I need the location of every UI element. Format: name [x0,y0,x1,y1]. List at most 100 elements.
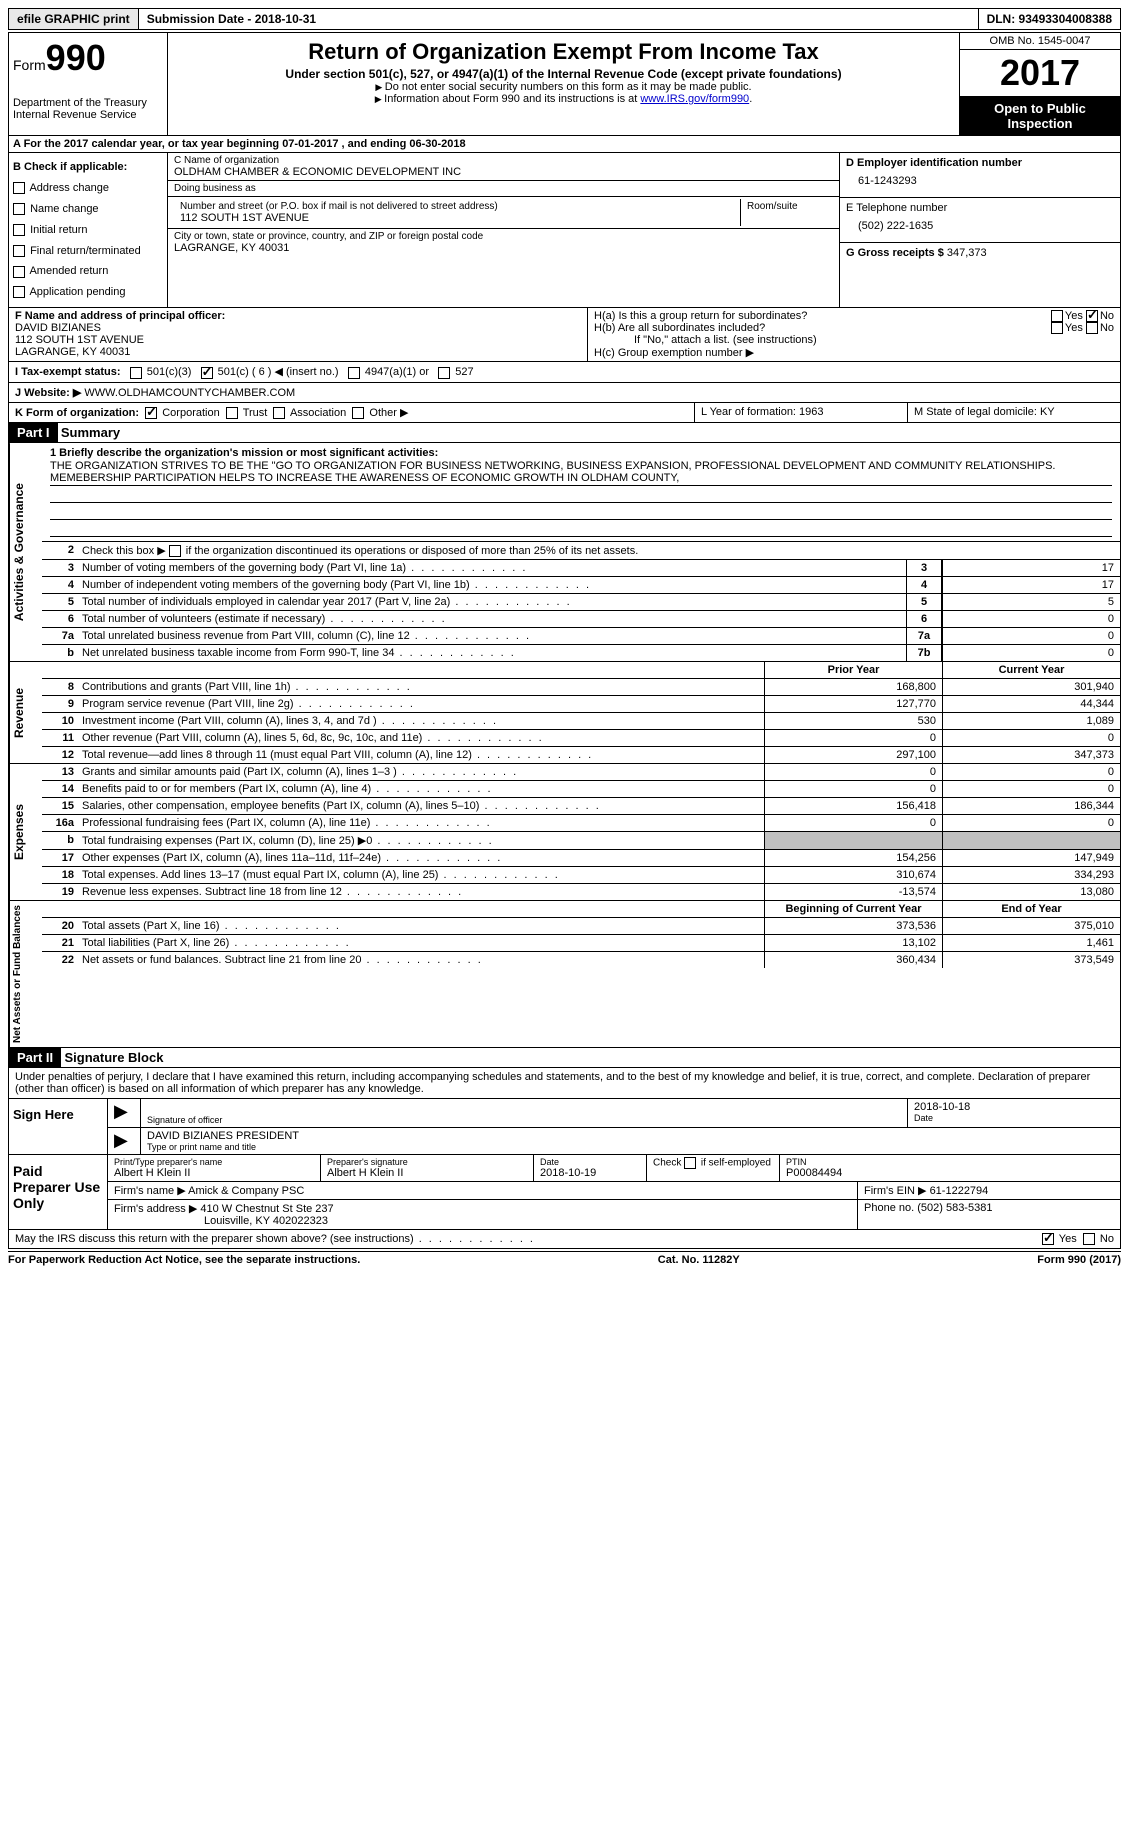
table-row: 14 Benefits paid to or for members (Part… [42,781,1120,798]
current-value: 1,461 [942,935,1120,951]
line-desc: Total liabilities (Part X, line 26) [78,935,764,951]
revenue-header-row: Prior Year Current Year [42,662,1120,679]
prior-year-header: Prior Year [764,662,942,678]
street-value: 112 SOUTH 1ST AVENUE [180,212,734,224]
current-value [942,832,1120,849]
line-value: 0 [942,628,1120,644]
lbl-address-change: Address change [29,182,109,194]
line-num: 18 [42,867,78,883]
note-info: Information about Form 990 and its instr… [375,93,641,105]
line-desc: Net assets or fund balances. Subtract li… [78,952,764,968]
cb-527[interactable] [438,367,450,379]
table-row: 20 Total assets (Part X, line 16) 373,53… [42,918,1120,935]
cb-ha-yes[interactable] [1051,310,1063,322]
part-ii-title: Signature Block [64,1050,163,1065]
table-row: 17 Other expenses (Part IX, column (A), … [42,850,1120,867]
dept-treasury: Department of the Treasury [13,97,163,109]
prep-name: Albert H Klein II [114,1167,314,1179]
cb-amended-return[interactable] [13,266,25,278]
cb-discuss-yes[interactable] [1042,1233,1054,1245]
cb-initial-return[interactable] [13,224,25,236]
table-row: 11 Other revenue (Part VIII, column (A),… [42,730,1120,747]
line-num: b [42,645,78,661]
mission-blank-2 [50,503,1112,520]
cb-trust[interactable] [226,407,238,419]
prior-value: 127,770 [764,696,942,712]
row-m: M State of legal domicile: KY [908,403,1121,423]
cb-corporation[interactable] [145,407,157,419]
current-value: 301,940 [942,679,1120,695]
mission-blank-3 [50,520,1112,537]
current-year-header: Current Year [942,662,1120,678]
line-desc: Grants and similar amounts paid (Part IX… [78,764,764,780]
header-center: Return of Organization Exempt From Incom… [168,33,959,135]
cb-final-return[interactable] [13,245,25,257]
prior-value [764,832,942,849]
irs-label: Internal Revenue Service [13,109,163,121]
mission-label: 1 Briefly describe the organization's mi… [50,447,1112,459]
gross-label: G Gross receipts $ [846,247,944,259]
part-i-header: Part I Summary [8,423,1121,443]
part-ii-badge: Part II [9,1048,61,1067]
officer-sig-label: Signature of officer [147,1115,901,1125]
current-value: 44,344 [942,696,1120,712]
table-row: 16a Professional fundraising fees (Part … [42,815,1120,832]
firm-addr: 410 W Chestnut St Ste 237 [200,1203,333,1215]
firm-name: Amick & Company PSC [188,1185,304,1197]
efile-button[interactable]: efile GRAPHIC print [9,9,139,29]
table-row: 13 Grants and similar amounts paid (Part… [42,764,1120,781]
cb-self-employed[interactable] [684,1157,696,1169]
mission-box: 1 Briefly describe the organization's mi… [42,443,1120,541]
sign-here-section: Sign Here ▶ Signature of officer 2018-10… [8,1099,1121,1155]
line-value: 17 [942,577,1120,593]
row-i-label: I Tax-exempt status: [15,366,121,378]
line-desc: Total expenses. Add lines 13–17 (must eq… [78,867,764,883]
table-row: 7a Total unrelated business revenue from… [42,628,1120,645]
mission-blank-1 [50,486,1112,503]
cb-4947[interactable] [348,367,360,379]
tax-year: 2017 [960,50,1120,97]
irs-link[interactable]: www.IRS.gov/form990 [640,93,749,105]
current-value: 186,344 [942,798,1120,814]
cb-hb-yes[interactable] [1051,322,1063,334]
expenses-block: Expenses 13 Grants and similar amounts p… [8,764,1121,901]
line-desc: Revenue less expenses. Subtract line 18 … [78,884,764,900]
cb-application-pending[interactable] [13,286,25,298]
line-ref: 6 [906,611,942,627]
phone-label: E Telephone number [846,202,1114,214]
prior-value: 360,434 [764,952,942,968]
cb-ha-no[interactable] [1086,310,1098,322]
cb-501c3[interactable] [130,367,142,379]
prior-value: 0 [764,781,942,797]
cb-501c[interactable] [201,367,213,379]
cb-hb-no[interactable] [1086,322,1098,334]
cb-name-change[interactable] [13,203,25,215]
table-row: 4 Number of independent voting members o… [42,577,1120,594]
mission-text: THE ORGANIZATION STRIVES TO BE THE "GO T… [50,459,1112,486]
cb-other[interactable] [352,407,364,419]
side-netassets: Net Assets or Fund Balances [9,901,42,1047]
section-b: B Check if applicable: Address change Na… [9,153,168,307]
table-row: 18 Total expenses. Add lines 13–17 (must… [42,867,1120,884]
prior-value: -13,574 [764,884,942,900]
officer-city: LAGRANGE, KY 40031 [15,346,581,358]
table-row: 21 Total liabilities (Part X, line 26) 1… [42,935,1120,952]
current-value: 347,373 [942,747,1120,763]
current-value: 0 [942,730,1120,746]
officer-name: DAVID BIZIANES [15,322,581,334]
ein-value: 61-1243293 [846,169,1114,193]
firm-name-label: Firm's name ▶ [114,1185,186,1197]
line-num: 3 [42,560,78,576]
prep-date: 2018-10-19 [540,1167,640,1179]
prior-value: 13,102 [764,935,942,951]
cb-discontinued[interactable] [169,545,181,557]
row-klm: K Form of organization: Corporation Trus… [8,403,1121,423]
cb-association[interactable] [273,407,285,419]
prior-value: 156,418 [764,798,942,814]
line-desc: Contributions and grants (Part VIII, lin… [78,679,764,695]
ptin-value: P00084494 [786,1167,1114,1179]
netassets-block: Net Assets or Fund Balances Beginning of… [8,901,1121,1048]
line-desc: Program service revenue (Part VIII, line… [78,696,764,712]
cb-address-change[interactable] [13,182,25,194]
cb-discuss-no[interactable] [1083,1233,1095,1245]
